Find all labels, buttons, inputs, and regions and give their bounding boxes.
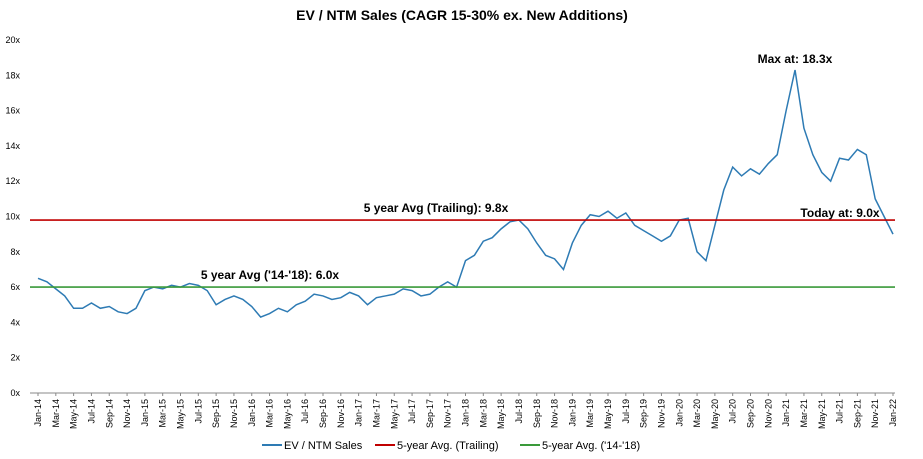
y-tick-label: 8x [10,247,20,257]
x-tick-label: Jan-19 [567,399,577,427]
annotation: 5 year Avg ('14-'18): 6.0x [201,268,340,282]
x-tick-label: Jan-16 [247,399,257,427]
x-tick-label: Sep-14 [104,399,114,428]
x-tick-label: Jul-15 [193,399,203,424]
x-tick-label: Jul-21 [835,399,845,424]
y-tick-label: 4x [10,317,20,327]
x-tick-label: Jan-14 [33,399,43,427]
x-tick-label: Jan-15 [140,399,150,427]
x-tick-label: May-17 [389,399,399,429]
x-tick-label: Jul-14 [86,399,96,424]
legend-label: 5-year Avg. (Trailing) [397,440,498,452]
y-tick-label: 0x [10,388,20,398]
y-tick-label: 18x [5,70,20,80]
x-tick-label: May-20 [710,399,720,429]
annotation: 5 year Avg (Trailing): 9.8x [364,201,509,215]
y-tick-label: 10x [5,212,20,222]
x-tick-label: Jan-21 [781,399,791,427]
annotation: Max at: 18.3x [758,52,833,66]
data-line [37,69,894,319]
annotation: Today at: 9.0x [800,206,879,220]
y-tick-label: 6x [10,282,20,292]
x-tick-label: Sep-21 [852,399,862,428]
x-tick-label: Mar-17 [371,399,381,428]
x-tick-label: Sep-20 [746,399,756,428]
legend-label: 5-year Avg. ('14-'18) [542,440,640,452]
x-tick-label: Sep-17 [425,399,435,428]
x-tick-label: Nov-21 [870,399,880,428]
x-tick-label: Jul-18 [514,399,524,424]
x-tick-label: Jan-22 [888,399,898,427]
x-tick-label: Sep-15 [211,399,221,428]
x-tick-label: May-15 [176,399,186,429]
x-tick-label: Nov-17 [443,399,453,428]
y-tick-label: 12x [5,176,20,186]
x-tick-label: Nov-20 [763,399,773,428]
x-tick-label: Jul-16 [300,399,310,424]
y-tick-label: 16x [5,106,20,116]
chart-title: EV / NTM Sales (CAGR 15-30% ex. New Addi… [296,7,628,23]
x-tick-label: Sep-16 [318,399,328,428]
x-tick-label: Mar-15 [158,399,168,428]
x-tick-label: Mar-19 [585,399,595,428]
x-tick-label: May-14 [69,399,79,429]
y-tick-label: 2x [10,353,20,363]
y-tick-label: 20x [5,35,20,45]
x-tick-label: Mar-21 [799,399,809,428]
x-tick-label: Sep-19 [639,399,649,428]
x-tick-label: May-19 [603,399,613,429]
x-tick-label: Nov-15 [229,399,239,428]
x-tick-label: Jan-20 [674,399,684,427]
y-tick-label: 14x [5,141,20,151]
x-tick-label: Nov-18 [550,399,560,428]
x-tick-label: Jul-17 [407,399,417,424]
x-tick-label: Sep-18 [532,399,542,428]
x-tick-label: Jul-19 [621,399,631,424]
x-tick-label: Mar-18 [478,399,488,428]
x-tick-label: May-21 [817,399,827,429]
x-tick-label: Mar-14 [51,399,61,428]
x-tick-label: Nov-19 [656,399,666,428]
x-tick-label: Jul-20 [728,399,738,424]
x-tick-label: Mar-16 [265,399,275,428]
x-tick-label: May-16 [282,399,292,429]
x-tick-label: Mar-20 [692,399,702,428]
x-tick-label: Nov-14 [122,399,132,428]
x-tick-label: Jan-17 [354,399,364,427]
legend-label: EV / NTM Sales [284,440,363,452]
x-tick-label: Jan-18 [461,399,471,427]
x-tick-label: May-18 [496,399,506,429]
x-tick-label: Nov-16 [336,399,346,428]
